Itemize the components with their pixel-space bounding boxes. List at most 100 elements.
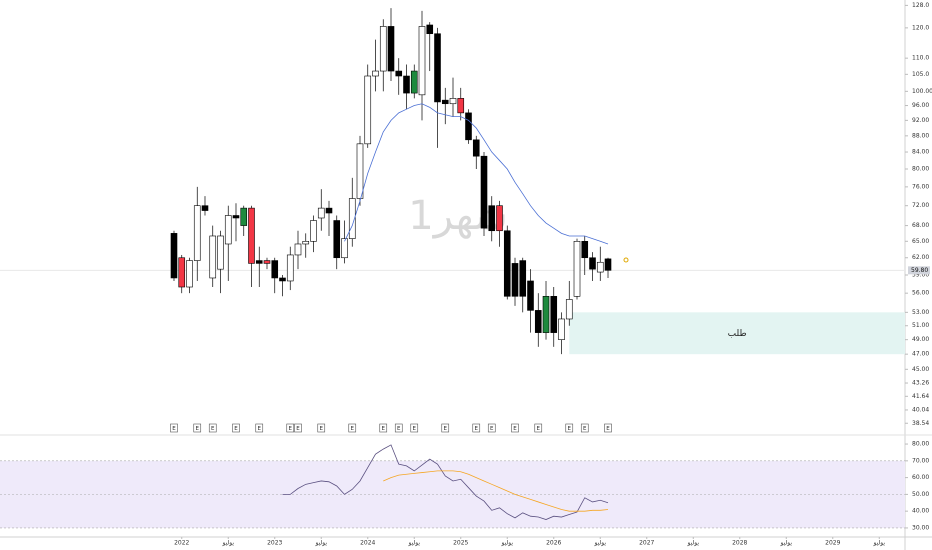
candle-body <box>604 258 612 271</box>
candle-body <box>263 260 271 264</box>
event-label: E <box>606 426 610 432</box>
event-marker[interactable] <box>534 423 543 433</box>
candle-body <box>170 233 178 279</box>
y-tick-label: 92.00 <box>912 117 929 124</box>
candle-body <box>178 257 186 288</box>
event-marker[interactable] <box>208 423 217 433</box>
candle-body <box>550 295 558 333</box>
event-label: E <box>475 426 479 432</box>
y-tick-label: 47.00 <box>912 351 929 358</box>
candle-body <box>565 299 573 320</box>
y-tick-label: 43.26 <box>912 380 929 387</box>
candle-body <box>310 220 317 242</box>
event-label: E <box>234 426 238 432</box>
candle-body <box>240 207 248 226</box>
candle-body <box>271 260 279 279</box>
event-marker[interactable] <box>604 423 612 433</box>
event-marker[interactable] <box>580 423 589 433</box>
event-label: E <box>289 426 293 432</box>
event-marker[interactable] <box>441 423 450 433</box>
candle-body <box>480 155 488 229</box>
candle-body <box>542 295 550 333</box>
x-tick-label: يوليو <box>407 540 420 547</box>
candle-body <box>302 240 310 245</box>
x-tick-label: يوليو <box>221 540 234 547</box>
candle-body <box>217 235 224 270</box>
event-marker[interactable] <box>565 423 574 433</box>
candle-body <box>457 98 465 114</box>
event-marker[interactable] <box>294 423 302 433</box>
event-marker[interactable] <box>472 423 481 433</box>
event-label: E <box>211 426 215 432</box>
event-label: E <box>258 426 262 432</box>
x-tick-label: 2022 <box>174 540 189 547</box>
candle-body <box>333 220 341 259</box>
y-tick-label: 45.00 <box>912 366 929 373</box>
event-label: E <box>397 426 401 432</box>
event-marker[interactable] <box>394 423 403 433</box>
candle-body <box>232 215 240 219</box>
event-label: E <box>568 426 572 432</box>
event-marker[interactable] <box>170 423 178 433</box>
y-tick-label: 128.0 <box>912 2 929 9</box>
event-marker[interactable] <box>232 423 240 433</box>
y-tick-label: 88.00 <box>912 132 929 139</box>
x-tick-label: يوليو <box>780 540 793 547</box>
candle-body <box>209 235 217 279</box>
event-marker[interactable] <box>487 423 496 433</box>
event-label: E <box>296 426 300 432</box>
candle-body <box>186 260 193 288</box>
event-label: E <box>172 426 176 432</box>
y-tick-label: 38.54 <box>912 420 929 427</box>
moving-average <box>344 103 609 245</box>
event-marker[interactable] <box>348 423 357 433</box>
x-tick-label: 2023 <box>267 540 282 547</box>
event-marker[interactable] <box>193 423 202 433</box>
candle-body <box>193 205 201 261</box>
event-marker[interactable] <box>255 423 264 433</box>
x-tick-label: 2027 <box>639 540 654 547</box>
candle-body <box>426 24 434 35</box>
candle-body <box>534 310 542 333</box>
y-tick-label: 72.00 <box>912 202 929 209</box>
candle-body <box>224 215 232 245</box>
candle-body <box>294 243 302 256</box>
event-label: E <box>351 426 355 432</box>
x-tick-label: 2028 <box>732 540 747 547</box>
demand-zone <box>569 312 905 355</box>
candle-body <box>248 207 255 264</box>
candle-body <box>558 318 565 340</box>
candle-body <box>511 263 519 297</box>
y-tick-label: 65.00 <box>912 238 929 245</box>
y-tick-label: 51.00 <box>912 322 929 329</box>
candle-body <box>441 99 449 105</box>
x-tick-label: يوليو <box>594 540 607 547</box>
x-tick-label: يوليو <box>687 540 700 547</box>
candle-body <box>449 98 457 105</box>
candle-body <box>581 240 589 259</box>
last-price-label: 59.80 <box>911 267 928 274</box>
y-tick-label: 110.0 <box>912 55 929 62</box>
candle-body <box>488 205 496 232</box>
candle-body <box>527 280 534 311</box>
candle-body <box>496 205 503 232</box>
event-marker[interactable] <box>379 423 388 433</box>
event-label: E <box>382 426 386 432</box>
x-tick-label: 2026 <box>546 540 561 547</box>
alert-icon[interactable] <box>623 257 629 263</box>
y-tick-label: 56.00 <box>912 290 929 297</box>
event-marker[interactable] <box>410 423 419 433</box>
candle-body <box>589 257 596 270</box>
candle-body <box>418 26 426 96</box>
event-label: E <box>537 426 541 432</box>
y-tick-label: 60.00 <box>912 474 929 481</box>
candle-body <box>403 75 410 94</box>
event-marker[interactable] <box>317 423 326 433</box>
event-marker[interactable] <box>511 423 519 433</box>
candle-body <box>348 198 356 239</box>
event-marker[interactable] <box>286 423 295 433</box>
x-tick-label: يوليو <box>873 540 886 547</box>
candle-body <box>317 207 325 219</box>
x-tick-label: 2024 <box>360 540 375 547</box>
y-tick-label: 49.00 <box>912 336 929 343</box>
